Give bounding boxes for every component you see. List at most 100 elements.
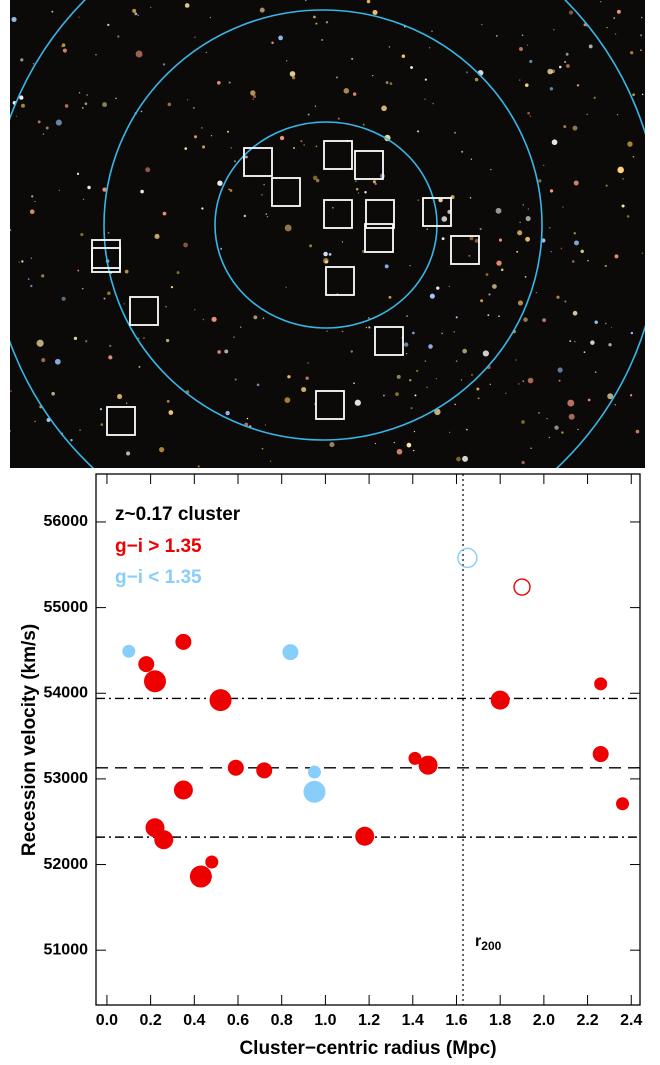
- data-point: [205, 855, 219, 869]
- star: [568, 413, 575, 420]
- star: [564, 300, 567, 303]
- star: [309, 244, 313, 248]
- star: [85, 340, 88, 343]
- star: [145, 167, 151, 173]
- star: [572, 125, 578, 131]
- star: [205, 51, 207, 54]
- star: [279, 135, 285, 141]
- star: [522, 380, 525, 383]
- data-point: [513, 578, 531, 596]
- star: [78, 92, 81, 94]
- star: [135, 50, 143, 58]
- star: [563, 125, 567, 129]
- star: [332, 207, 334, 209]
- star: [549, 189, 554, 193]
- star: [466, 428, 468, 431]
- star: [16, 115, 18, 117]
- star: [549, 87, 554, 91]
- star: [99, 407, 103, 411]
- star: [86, 94, 89, 96]
- star: [305, 0, 307, 2]
- member-box: [374, 326, 404, 356]
- star: [109, 344, 112, 347]
- star: [523, 317, 528, 322]
- star: [641, 16, 643, 19]
- star: [192, 106, 195, 109]
- star: [123, 303, 125, 305]
- stars: [10, 0, 644, 468]
- star: [521, 420, 525, 424]
- star: [159, 447, 165, 453]
- data-point: [457, 547, 478, 569]
- member-box: [365, 199, 395, 229]
- data-point: [418, 755, 438, 775]
- star: [616, 9, 621, 14]
- star: [244, 155, 248, 159]
- star: [630, 394, 633, 397]
- star: [630, 331, 634, 335]
- star: [606, 26, 608, 29]
- star: [176, 271, 180, 275]
- star: [438, 197, 443, 203]
- star: [263, 183, 265, 186]
- star: [538, 411, 540, 414]
- star: [253, 315, 258, 320]
- star: [41, 357, 46, 363]
- star: [546, 417, 548, 420]
- star: [498, 315, 500, 318]
- star: [550, 251, 552, 253]
- star: [262, 317, 265, 320]
- star: [517, 300, 524, 306]
- star: [426, 386, 428, 389]
- star: [293, 146, 295, 149]
- star: [527, 208, 529, 210]
- x-tick-label: 0.4: [183, 1012, 205, 1029]
- star: [201, 127, 203, 129]
- data-point: [173, 780, 193, 800]
- star: [630, 51, 634, 55]
- star: [384, 264, 389, 269]
- star: [197, 465, 200, 468]
- y-tick-label: 54000: [44, 684, 89, 701]
- member-box: [422, 197, 452, 227]
- star: [365, 326, 368, 329]
- star: [84, 102, 88, 106]
- star: [412, 331, 415, 335]
- r200-label: r200: [475, 933, 502, 953]
- star: [388, 46, 391, 48]
- star: [78, 16, 80, 18]
- star: [516, 250, 519, 253]
- star: [51, 10, 54, 13]
- star: [605, 322, 607, 325]
- star: [489, 383, 492, 386]
- star: [371, 74, 374, 77]
- star: [441, 216, 448, 222]
- star: [474, 239, 479, 243]
- star: [490, 168, 492, 171]
- data-point: [307, 765, 321, 779]
- star: [521, 34, 524, 36]
- star: [573, 180, 579, 186]
- star: [641, 93, 644, 96]
- star: [558, 65, 562, 69]
- star: [587, 259, 589, 262]
- star: [170, 285, 174, 289]
- star: [429, 293, 435, 299]
- member-box: [315, 390, 345, 420]
- star: [626, 215, 630, 218]
- star: [372, 180, 376, 184]
- star: [498, 238, 503, 242]
- star: [524, 275, 527, 278]
- x-tick-label: 2.0: [533, 1012, 555, 1029]
- sky-image: [10, 0, 645, 468]
- star: [488, 293, 491, 296]
- star: [82, 198, 85, 200]
- star: [287, 375, 291, 379]
- star: [18, 261, 20, 263]
- star: [517, 230, 523, 236]
- star: [572, 310, 578, 316]
- star: [454, 131, 457, 134]
- star: [558, 379, 561, 382]
- star: [632, 155, 635, 158]
- x-tick-label: 0.6: [227, 1012, 249, 1029]
